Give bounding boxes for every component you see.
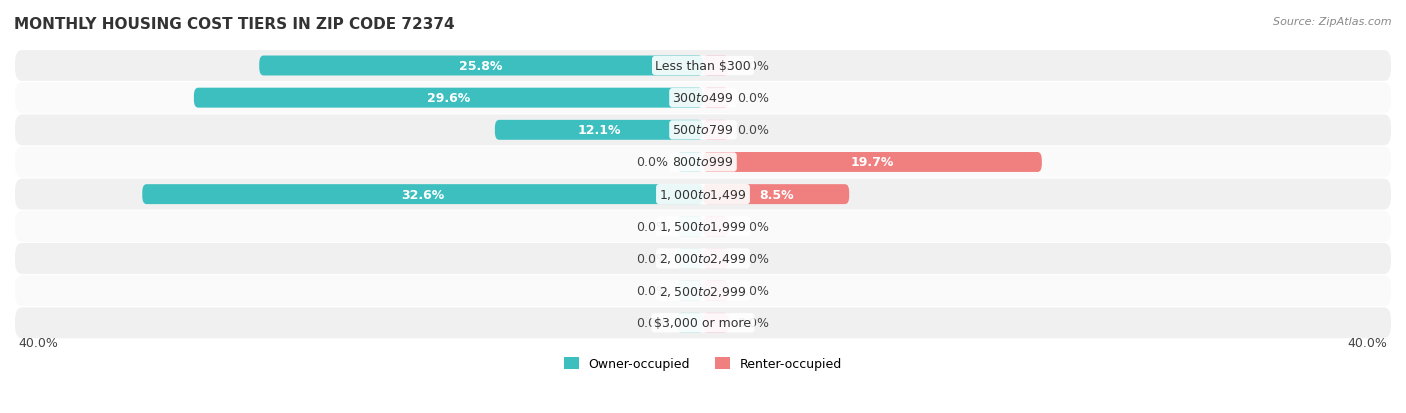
FancyBboxPatch shape — [678, 313, 703, 333]
Text: 0.0%: 0.0% — [737, 316, 769, 330]
Text: 0.0%: 0.0% — [737, 252, 769, 265]
Text: $1,000 to $1,499: $1,000 to $1,499 — [659, 188, 747, 202]
Text: 0.0%: 0.0% — [637, 156, 669, 169]
FancyBboxPatch shape — [15, 179, 1391, 210]
Legend: Owner-occupied, Renter-occupied: Owner-occupied, Renter-occupied — [558, 352, 848, 375]
FancyBboxPatch shape — [142, 185, 703, 204]
FancyBboxPatch shape — [703, 57, 728, 76]
Text: 0.0%: 0.0% — [737, 124, 769, 137]
Text: 25.8%: 25.8% — [460, 60, 503, 73]
FancyBboxPatch shape — [703, 185, 849, 204]
Text: 0.0%: 0.0% — [737, 220, 769, 233]
FancyBboxPatch shape — [15, 51, 1391, 82]
FancyBboxPatch shape — [495, 121, 703, 140]
Text: Less than $300: Less than $300 — [655, 60, 751, 73]
FancyBboxPatch shape — [15, 243, 1391, 274]
FancyBboxPatch shape — [703, 217, 728, 237]
Text: 29.6%: 29.6% — [427, 92, 470, 105]
Text: 32.6%: 32.6% — [401, 188, 444, 201]
Text: MONTHLY HOUSING COST TIERS IN ZIP CODE 72374: MONTHLY HOUSING COST TIERS IN ZIP CODE 7… — [14, 17, 454, 31]
Text: $2,000 to $2,499: $2,000 to $2,499 — [659, 252, 747, 266]
Text: 0.0%: 0.0% — [637, 220, 669, 233]
FancyBboxPatch shape — [15, 211, 1391, 242]
Text: 19.7%: 19.7% — [851, 156, 894, 169]
Text: $2,500 to $2,999: $2,500 to $2,999 — [659, 284, 747, 298]
FancyBboxPatch shape — [703, 249, 728, 269]
FancyBboxPatch shape — [194, 88, 703, 108]
Text: 0.0%: 0.0% — [637, 285, 669, 297]
FancyBboxPatch shape — [678, 217, 703, 237]
Text: 0.0%: 0.0% — [737, 285, 769, 297]
FancyBboxPatch shape — [15, 275, 1391, 306]
Text: 0.0%: 0.0% — [737, 92, 769, 105]
Text: 0.0%: 0.0% — [637, 316, 669, 330]
FancyBboxPatch shape — [15, 308, 1391, 338]
FancyBboxPatch shape — [703, 313, 728, 333]
Text: $500 to $799: $500 to $799 — [672, 124, 734, 137]
Text: 12.1%: 12.1% — [578, 124, 620, 137]
FancyBboxPatch shape — [15, 115, 1391, 146]
Text: $800 to $999: $800 to $999 — [672, 156, 734, 169]
Text: 8.5%: 8.5% — [759, 188, 793, 201]
FancyBboxPatch shape — [703, 153, 1042, 173]
FancyBboxPatch shape — [678, 281, 703, 301]
FancyBboxPatch shape — [259, 57, 703, 76]
FancyBboxPatch shape — [703, 121, 728, 140]
FancyBboxPatch shape — [703, 281, 728, 301]
Text: $300 to $499: $300 to $499 — [672, 92, 734, 105]
Text: $1,500 to $1,999: $1,500 to $1,999 — [659, 220, 747, 234]
FancyBboxPatch shape — [678, 249, 703, 269]
FancyBboxPatch shape — [15, 147, 1391, 178]
Text: 0.0%: 0.0% — [637, 252, 669, 265]
Text: 40.0%: 40.0% — [18, 337, 58, 349]
FancyBboxPatch shape — [703, 88, 728, 108]
Text: $3,000 or more: $3,000 or more — [655, 316, 751, 330]
FancyBboxPatch shape — [15, 83, 1391, 114]
Text: Source: ZipAtlas.com: Source: ZipAtlas.com — [1274, 17, 1392, 26]
Text: 0.0%: 0.0% — [737, 60, 769, 73]
FancyBboxPatch shape — [678, 153, 703, 173]
Text: 40.0%: 40.0% — [1348, 337, 1388, 349]
